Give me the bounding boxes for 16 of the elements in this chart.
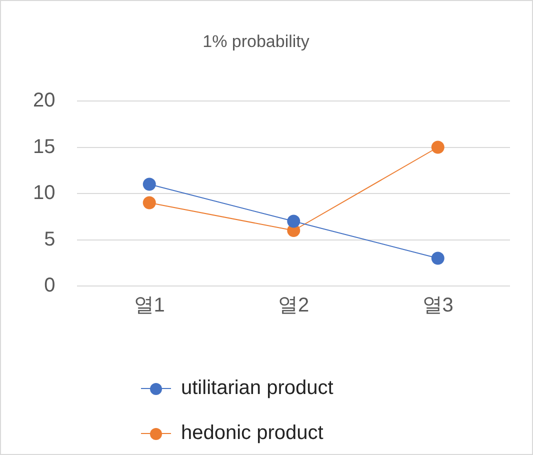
y-tick-label: 15 (32, 136, 56, 158)
chart-title: 1% probability (202, 31, 310, 52)
x-tick-label: 열1 (134, 294, 165, 317)
y-tick-label: 20 (32, 90, 56, 112)
legend-label: hedonic product (181, 422, 324, 445)
point (142, 178, 156, 191)
x-tick-label: 열3 (422, 294, 454, 317)
legend-label: utilitarian product (181, 377, 334, 400)
y-tick-label: 10 (32, 182, 56, 204)
y-tick-label: 0 (44, 274, 56, 297)
y-tick-label: 5 (44, 228, 56, 250)
point (431, 140, 444, 154)
point (287, 214, 300, 228)
point (142, 196, 156, 210)
x-tick-label: 열2 (278, 294, 310, 317)
point (431, 252, 444, 265)
